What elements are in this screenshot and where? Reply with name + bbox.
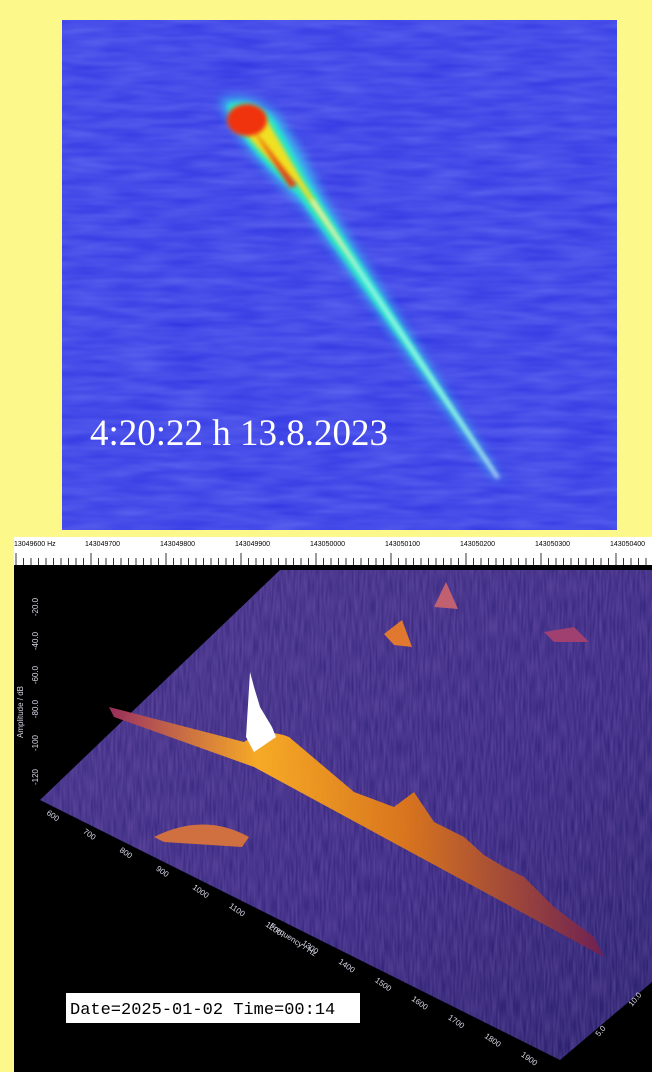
ruler-ticks: 13049600 Hz 143049700 143049800 143049900 14…: [14, 541, 647, 565]
waterfall-spectrum: 13049600 Hz 143049700 143049800 143049900 14…: [14, 537, 652, 1072]
amplitude-tick: -120: [31, 768, 40, 785]
ruler-label: 143049700: [85, 541, 120, 548]
ruler-label: 143050100: [385, 541, 420, 548]
frequency-ruler: [14, 537, 652, 565]
amplitude-label: Amplitude / dB: [16, 686, 25, 738]
ruler-label: 143050300: [535, 541, 570, 548]
caption: 4:20:22 h 13.8.2023: [90, 413, 388, 454]
ruler-label: 143050200: [460, 541, 495, 548]
ruler-label: 143050000: [310, 541, 345, 548]
meteor-spectrogram: 4:20:22 h 13.8.2023: [62, 20, 617, 530]
ruler-label: 143049900: [235, 541, 270, 548]
amplitude-tick: -20.0: [31, 597, 40, 616]
amplitude-tick: -40.0: [31, 631, 40, 650]
timestamp-box: [66, 993, 360, 1023]
amplitude-tick: -80.0: [31, 699, 40, 718]
ruler-label: 143050400: [610, 541, 645, 548]
timestamp: Date=2025-01-02 Time=00:14: [70, 1001, 335, 1020]
noise: [62, 20, 617, 530]
amplitude-tick: -60.0: [31, 665, 40, 684]
ruler-label: 13049600 Hz: [14, 541, 56, 548]
amplitude-tick: -100: [31, 734, 40, 751]
signal-ridge: [109, 582, 604, 957]
ruler-label: 143049800: [160, 541, 195, 548]
meteor-trail: [220, 97, 502, 483]
